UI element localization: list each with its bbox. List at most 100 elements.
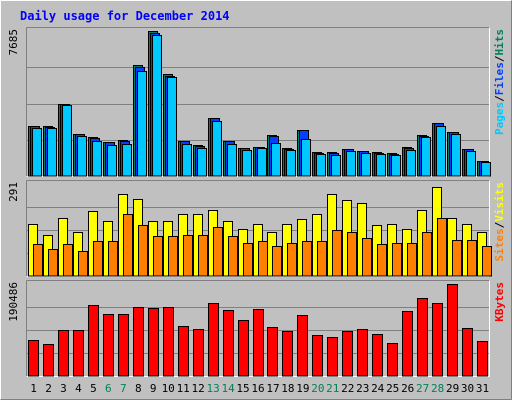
bar-pages-day-19: [301, 139, 311, 177]
bar-sites-day-25: [392, 243, 402, 277]
bar-kbytes-day-19: [297, 315, 308, 377]
bar-kbytes-day-12: [193, 329, 204, 377]
x-tick-label: 19: [296, 382, 309, 395]
x-tick-label: 27: [416, 382, 429, 395]
bar-sites-day-13: [213, 227, 223, 277]
legend-entry: /: [493, 95, 506, 102]
x-tick-label: 14: [221, 382, 235, 395]
bar-kbytes-day-13: [208, 303, 219, 377]
bar-sites-day-28: [437, 218, 447, 277]
bar-pages-day-27: [421, 137, 431, 177]
panel-visitors: 291 Sites/Visits: [7, 180, 506, 277]
bar-pages-day-9: [152, 35, 162, 177]
bar-sites-day-27: [422, 232, 432, 277]
bar-pages-day-14: [227, 144, 237, 177]
bar-kbytes-day-22: [342, 331, 353, 377]
legend-entry: KBytes: [493, 282, 506, 322]
bar-sites-day-9: [153, 236, 163, 277]
bar-pages-day-11: [182, 144, 192, 177]
bar-pages-day-21: [331, 155, 341, 177]
legend-entry: Visits: [493, 182, 506, 222]
x-tick-label: 22: [341, 382, 354, 395]
x-tick-label: 12: [191, 382, 204, 395]
bar-kbytes-day-8: [133, 307, 144, 377]
x-tick-label: 29: [446, 382, 459, 395]
bar-pages-day-2: [47, 128, 57, 177]
legend-entry: Pages: [493, 102, 506, 135]
bar-sites-day-24: [377, 244, 387, 277]
bar-sites-day-19: [302, 241, 312, 277]
x-tick-label: 20: [311, 382, 324, 395]
bar-pages-day-16: [257, 148, 267, 177]
panel-legend: KBytes: [493, 282, 506, 322]
x-tick-label: 13: [206, 382, 219, 395]
x-tick-label: 18: [281, 382, 294, 395]
bar-kbytes-day-1: [28, 340, 39, 377]
x-tick-label: 23: [356, 382, 369, 395]
bar-sites-day-7: [123, 214, 133, 277]
bar-pages-day-20: [316, 154, 326, 177]
bar-pages-day-29: [451, 134, 461, 177]
x-tick-label: 9: [150, 382, 157, 395]
x-axis-labels: 1 2 3 4 5 6 7 8 9 10 11 12 13 14 15 16 17 18 19 20 21 22 23 24 2…: [30, 382, 489, 395]
x-tick-label: 4: [75, 382, 82, 395]
bar-kbytes-day-29: [447, 284, 458, 377]
bar-kbytes-day-2: [43, 344, 54, 377]
x-tick-label: 11: [177, 382, 190, 395]
bar-kbytes-day-5: [88, 305, 99, 377]
bar-sites-day-11: [183, 235, 193, 277]
bar-kbytes-day-10: [163, 307, 174, 377]
bar-pages-day-24: [376, 154, 386, 177]
bar-pages-day-30: [466, 151, 476, 177]
bar-kbytes-day-30: [462, 328, 473, 377]
panel-kbytes: 190486 KBytes: [7, 280, 506, 377]
bar-sites-day-21: [332, 230, 342, 277]
bar-sites-day-29: [452, 240, 462, 277]
bar-pages-day-31: [481, 162, 491, 177]
bar-pages-day-22: [346, 151, 356, 177]
bar-kbytes-day-15: [238, 320, 249, 377]
bar-pages-day-17: [271, 143, 281, 177]
bar-sites-day-1: [33, 244, 43, 277]
x-tick-label: 6: [105, 382, 112, 395]
bar-kbytes-day-6: [103, 314, 114, 377]
y-axis-max-label: 7685: [7, 29, 20, 56]
bar-kbytes-day-17: [267, 327, 278, 377]
bar-sites-day-17: [272, 246, 282, 277]
bar-pages-day-26: [406, 150, 416, 177]
legend-entry: Sites: [493, 228, 506, 261]
panel-legend: Sites/Visits: [493, 182, 506, 262]
bar-kbytes-day-11: [178, 326, 189, 377]
bar-pages-day-18: [286, 150, 296, 177]
x-tick-label: 1: [30, 382, 37, 395]
bar-kbytes-day-14: [223, 310, 234, 377]
bar-kbytes-day-27: [417, 298, 428, 377]
bar-sites-day-20: [317, 241, 327, 277]
bar-kbytes-day-26: [402, 311, 413, 377]
bar-sites-day-23: [362, 238, 372, 277]
bar-pages-day-10: [167, 77, 177, 177]
x-tick-label: 17: [266, 382, 279, 395]
legend-entry: /: [493, 221, 506, 228]
bar-kbytes-day-18: [282, 331, 293, 377]
bar-sites-day-10: [168, 236, 178, 277]
bar-kbytes-day-24: [372, 334, 383, 377]
y-axis-max-label: 291: [7, 182, 20, 202]
x-tick-label: 30: [461, 382, 474, 395]
bar-kbytes-day-4: [73, 330, 84, 377]
x-tick-label: 26: [401, 382, 414, 395]
bar-sites-day-30: [467, 240, 477, 277]
bar-pages-day-15: [242, 150, 252, 177]
x-tick-label: 21: [326, 382, 339, 395]
legend-entry: Files: [493, 62, 506, 95]
bar-sites-day-15: [243, 243, 253, 277]
bar-kbytes-day-25: [387, 343, 398, 377]
bar-sites-day-6: [108, 241, 118, 277]
x-tick-label: 3: [60, 382, 67, 395]
bar-sites-day-16: [258, 241, 268, 277]
bar-sites-day-26: [407, 243, 417, 277]
x-tick-label: 7: [120, 382, 127, 395]
bar-pages-day-6: [107, 145, 117, 177]
bar-kbytes-day-20: [312, 335, 323, 377]
